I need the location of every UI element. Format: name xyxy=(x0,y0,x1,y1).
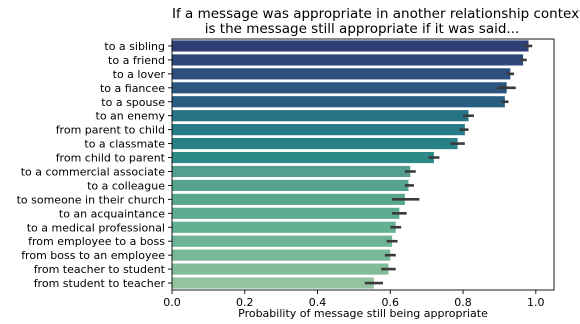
bar xyxy=(172,40,529,52)
bar xyxy=(172,179,409,191)
y-tick-label: from employee to a boss xyxy=(28,235,165,248)
y-tick-label: to a medical professional xyxy=(27,221,165,234)
y-tick-label: to an acquaintance xyxy=(59,207,165,220)
x-tick-group: 0.0 0.2 0.4 0.6 0.8 1.0 xyxy=(163,290,545,309)
plot-frame xyxy=(171,38,555,291)
bar xyxy=(172,138,458,150)
x-axis-label: Probability of message still being appro… xyxy=(238,307,488,320)
bar xyxy=(172,207,400,219)
y-tick-label: to a spouse xyxy=(101,96,165,109)
y-tick-label: from boss to an employee xyxy=(21,249,165,262)
x-tick-label: 0.4 xyxy=(309,296,327,309)
y-tick-label: to a fiancee xyxy=(100,82,165,95)
y-tick-label: to a lover xyxy=(113,68,166,81)
chart-title-line-1: If a message was appropriate in another … xyxy=(172,6,580,22)
bar xyxy=(172,263,389,275)
y-tick-label: to someone in their church xyxy=(17,193,165,206)
y-tick-label: to a colleague xyxy=(87,179,165,192)
x-tick-label: 0.0 xyxy=(163,296,181,309)
bar xyxy=(172,151,434,164)
y-tick-label: to a sibling xyxy=(104,40,165,53)
x-tick-label: 1.0 xyxy=(527,296,545,309)
y-tick-label: to a classmate xyxy=(84,138,165,151)
x-tick-label: 0.8 xyxy=(454,296,472,309)
bar xyxy=(172,235,393,247)
x-tick-label: 0.2 xyxy=(236,296,254,309)
bar xyxy=(172,221,396,233)
y-tick-label: from child to parent xyxy=(56,152,166,165)
y-tick-label: to an enemy xyxy=(96,110,166,123)
bar xyxy=(172,110,469,122)
bar xyxy=(172,82,507,94)
bar xyxy=(172,96,505,108)
error-bars-group xyxy=(364,44,533,285)
bar xyxy=(172,68,511,80)
bar xyxy=(172,165,411,178)
y-tick-label: from teacher to student xyxy=(34,263,166,276)
bar xyxy=(172,193,405,205)
bar xyxy=(172,124,465,136)
y-tick-label: from student to teacher xyxy=(34,277,166,290)
bar xyxy=(172,277,374,289)
chart-title-line-2: is the message still appropriate if it w… xyxy=(204,21,520,37)
bar xyxy=(172,54,524,66)
x-tick-label: 0.6 xyxy=(382,296,400,309)
y-tick-label: to a commercial associate xyxy=(21,165,166,178)
y-tick-label: from parent to child xyxy=(56,124,165,137)
y-tick-label: to a friend xyxy=(108,54,165,67)
bars-group xyxy=(172,40,529,289)
bar xyxy=(172,249,391,261)
